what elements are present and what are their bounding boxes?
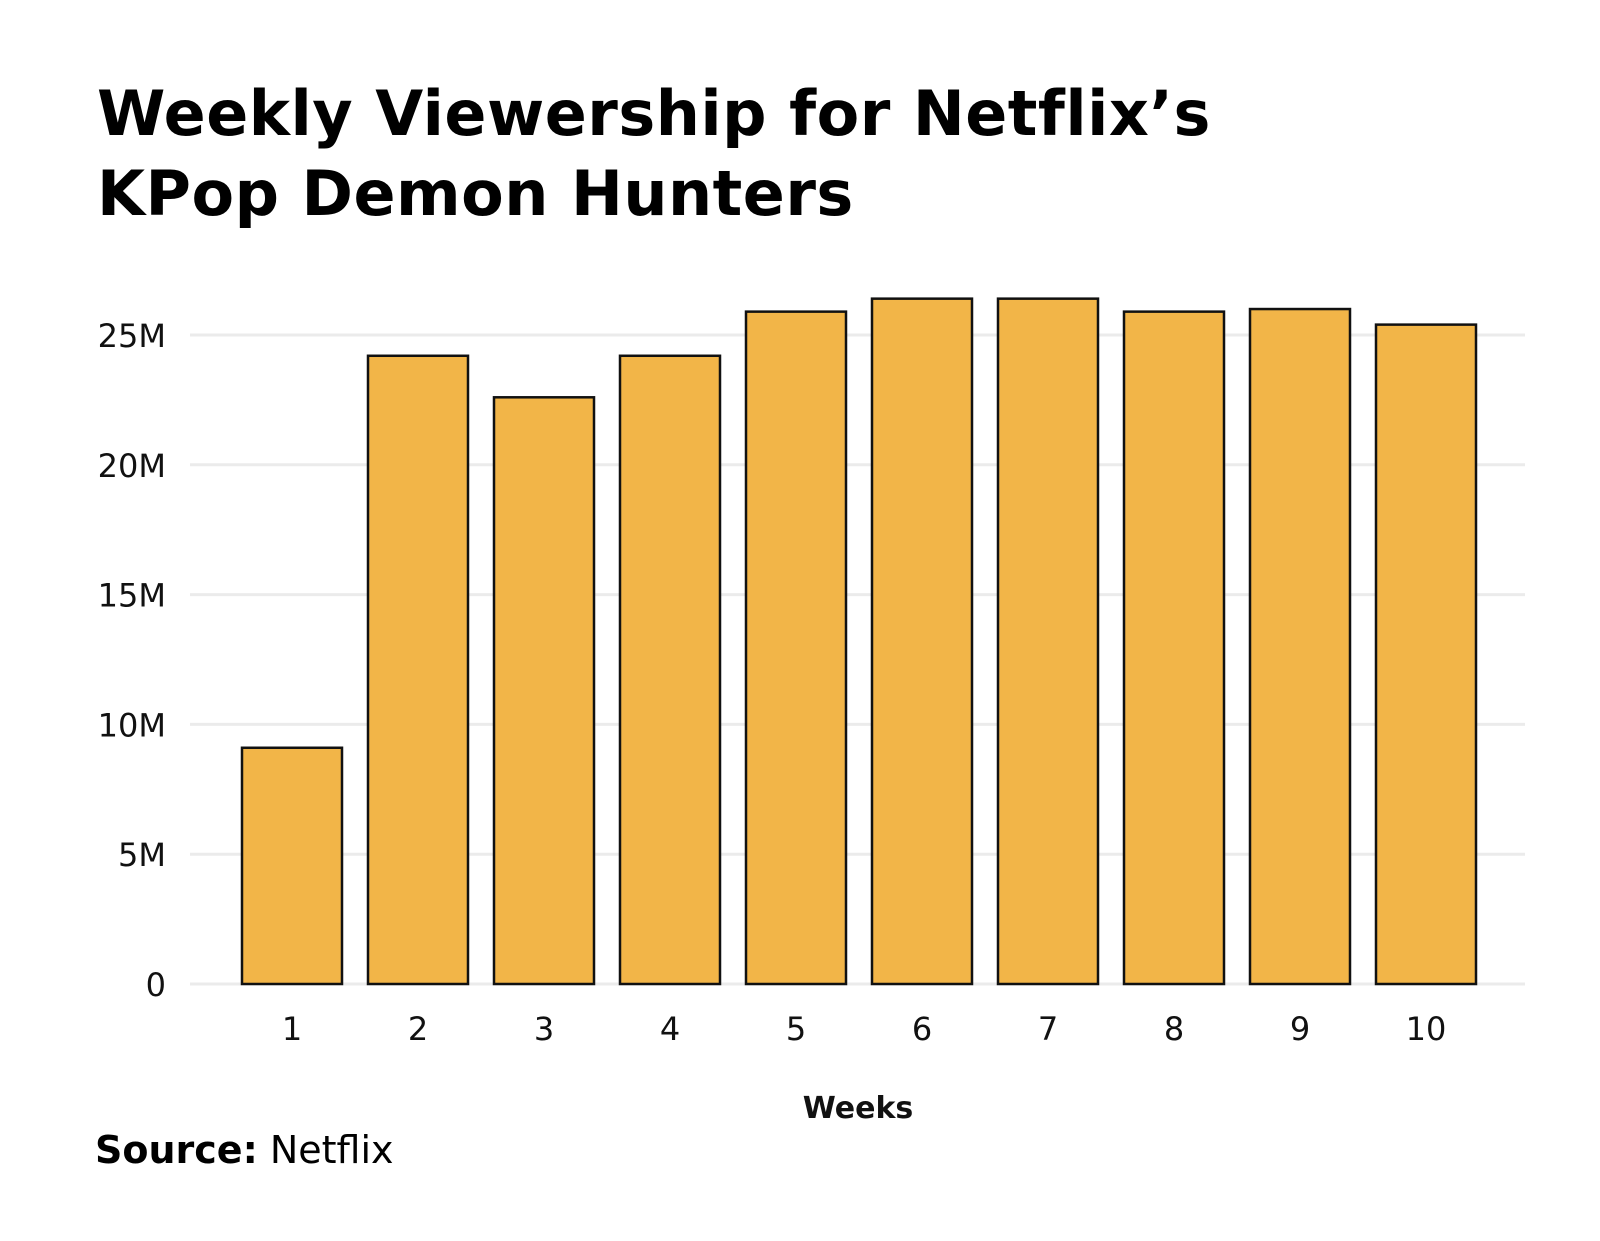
x-tick-label: 8 xyxy=(1164,1010,1184,1048)
x-tick-label: 10 xyxy=(1406,1010,1447,1048)
chart-title-line-2: KPop Demon Hunters xyxy=(97,157,854,230)
x-tick-label: 9 xyxy=(1290,1010,1310,1048)
y-axis-ticks: 0 5M 10M 15M 20M 25M xyxy=(98,317,166,1004)
x-tick-label: 5 xyxy=(786,1010,806,1048)
bars xyxy=(240,297,1478,986)
source-value: Netflix xyxy=(257,1128,394,1172)
x-tick-label: 6 xyxy=(912,1010,932,1048)
y-tick-label: 20M xyxy=(98,447,166,485)
x-axis-title: Weeks xyxy=(803,1091,914,1126)
y-tick-label: 15M xyxy=(98,577,166,615)
y-tick-label: 5M xyxy=(118,836,166,874)
bar-week-6 xyxy=(870,297,974,986)
chart-title: Weekly Viewership for Netflix’s KPop Dem… xyxy=(97,74,1397,234)
x-axis-ticks: 1 2 3 4 5 6 7 8 9 10 xyxy=(282,1010,1447,1048)
x-tick-label: 4 xyxy=(660,1010,680,1048)
bar-week-3 xyxy=(492,396,596,986)
x-tick-label: 3 xyxy=(534,1010,554,1048)
x-tick-label: 7 xyxy=(1038,1010,1058,1048)
bar-week-8 xyxy=(1122,310,1226,986)
source-note: Source: Netflix xyxy=(95,1128,394,1172)
x-tick-label: 2 xyxy=(408,1010,428,1048)
chart-title-line-1: Weekly Viewership for Netflix’s xyxy=(97,77,1211,150)
bar-week-10 xyxy=(1374,323,1478,986)
x-tick-label: 1 xyxy=(282,1010,302,1048)
bar-week-1 xyxy=(240,746,344,986)
y-tick-label: 25M xyxy=(98,317,166,355)
y-tick-label: 0 xyxy=(146,966,166,1004)
source-label: Source: xyxy=(95,1128,258,1172)
bar-week-5 xyxy=(744,310,848,986)
bar-week-2 xyxy=(366,354,470,986)
bar-week-9 xyxy=(1248,307,1352,986)
bar-week-7 xyxy=(996,297,1100,986)
bar-week-4 xyxy=(618,354,722,986)
y-tick-label: 10M xyxy=(98,706,166,744)
